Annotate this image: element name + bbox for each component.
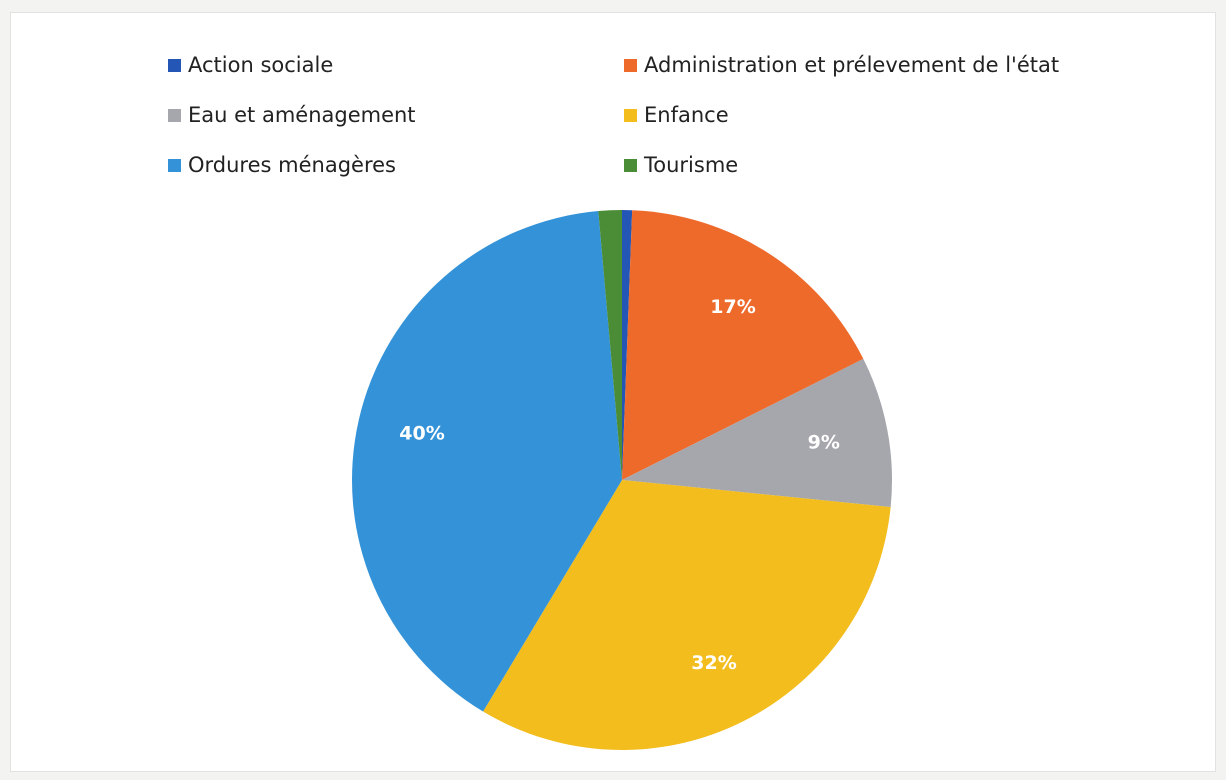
data-label-administration-et-prelevement-de-l-etat: 17% xyxy=(710,296,755,318)
legend-item-ordures-menageres: Ordures ménagères xyxy=(168,140,624,190)
legend-label: Enfance xyxy=(644,103,729,127)
data-label-eau-et-amenagement: 9% xyxy=(808,431,840,453)
legend-item-enfance: Enfance xyxy=(624,90,1124,140)
legend-swatch xyxy=(624,58,637,72)
legend-swatch xyxy=(624,108,637,122)
data-label-ordures-menageres: 40% xyxy=(399,422,444,444)
pie-slice-administration-et-prelevement-de-l-etat xyxy=(622,210,864,481)
legend-swatch xyxy=(624,158,637,172)
legend-label: Administration et prélevement de l'état xyxy=(644,53,1060,77)
legend-label: Action sociale xyxy=(188,53,334,77)
legend-swatch xyxy=(168,108,181,122)
data-label-enfance: 32% xyxy=(691,652,736,674)
legend-swatch xyxy=(168,58,181,72)
legend-swatch xyxy=(168,158,181,172)
legend-item-eau-amenagement: Eau et aménagement xyxy=(168,90,624,140)
pie-slice-ordures-menageres xyxy=(351,211,622,712)
chart-legend: Action sociale Administration et préleve… xyxy=(168,40,1128,177)
pie-slice-tourisme xyxy=(598,210,622,480)
legend-item-tourisme: Tourisme xyxy=(624,140,1124,190)
legend-item-action-sociale: Action sociale xyxy=(168,40,624,90)
pie-slice-action-sociale xyxy=(622,210,633,480)
legend-label: Ordures ménagères xyxy=(188,153,396,177)
pie-slice-enfance xyxy=(483,480,891,751)
pie-slice-eau-et-amenagement xyxy=(622,358,892,508)
legend-label: Eau et aménagement xyxy=(188,103,416,127)
legend-item-administration: Administration et prélevement de l'état xyxy=(624,40,1124,90)
legend-label: Tourisme xyxy=(644,153,739,177)
